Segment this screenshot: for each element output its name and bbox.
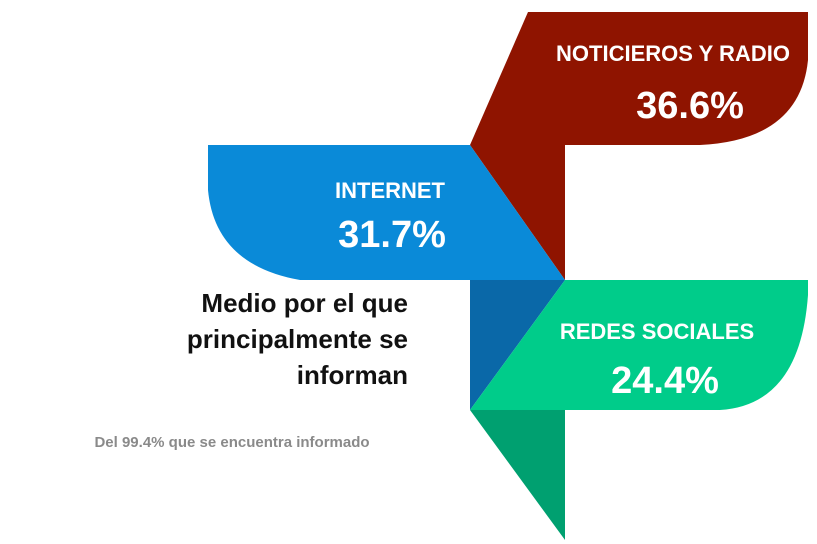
title-line: Medio por el que <box>201 288 408 318</box>
green-fold <box>470 410 565 540</box>
title-line: principalmente se <box>187 324 408 354</box>
item-label: INTERNET <box>335 178 446 203</box>
red-banner <box>470 12 808 145</box>
item-value: 31.7% <box>338 214 446 256</box>
item-label: NOTICIEROS Y RADIO <box>556 41 790 66</box>
blue-banner <box>208 145 565 280</box>
item-label: REDES SOCIALES <box>560 319 754 344</box>
subtitle: Del 99.4% que se encuentra informado <box>94 434 369 451</box>
title-line: informan <box>297 360 408 390</box>
green-banner <box>470 280 808 410</box>
item-value: 36.6% <box>636 85 744 127</box>
item-value: 24.4% <box>611 360 719 402</box>
